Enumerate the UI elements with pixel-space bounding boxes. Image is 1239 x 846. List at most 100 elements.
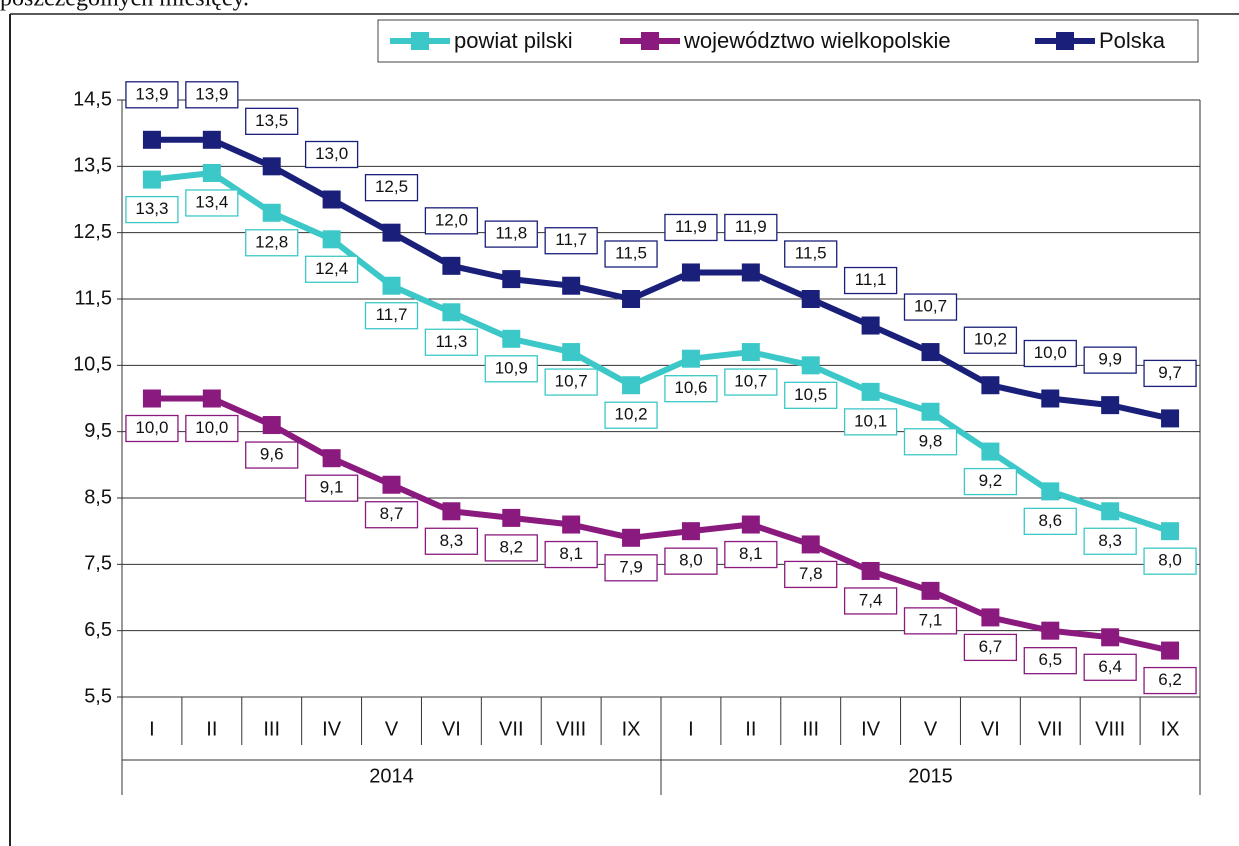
value-label-box: [724, 213, 778, 242]
y-tick-label: 13,5: [73, 155, 112, 177]
value-label-box: [1023, 507, 1077, 536]
value-label: 13,9: [195, 84, 228, 103]
value-label: 10,7: [734, 372, 767, 391]
series-line: [151, 136, 1171, 422]
value-label: 10,0: [1034, 343, 1067, 362]
marker: [681, 349, 700, 368]
value-label-box: [903, 607, 958, 635]
value-label-box: [1023, 647, 1077, 675]
y-tick-label: 7,5: [84, 553, 112, 575]
value-label-box: [1143, 666, 1197, 695]
marker: [1041, 621, 1060, 640]
value-label: 8,3: [1098, 531, 1122, 550]
marker: [1161, 409, 1180, 428]
value-label-box: [484, 220, 538, 248]
value-label: 6,2: [1158, 670, 1182, 689]
value-label-box: [364, 501, 419, 529]
x-tick-label: III: [802, 718, 819, 740]
x-tick-label: IX: [1161, 718, 1180, 740]
marker: [202, 163, 221, 182]
marker: [921, 343, 940, 362]
value-label: 13,0: [315, 144, 348, 163]
x-tick-label: IX: [622, 718, 641, 740]
marker: [801, 535, 820, 554]
marker: [741, 343, 760, 362]
marker: [681, 263, 700, 282]
marker: [142, 389, 161, 408]
x-tick-label: V: [385, 718, 399, 740]
x-tick-label: II: [745, 718, 756, 740]
value-label: 11,1: [855, 270, 887, 289]
marker: [1101, 502, 1120, 521]
value-label-box: [544, 368, 598, 396]
value-label: 10,2: [615, 405, 648, 424]
value-label-box: [843, 587, 898, 615]
value-label: 13,3: [135, 199, 168, 218]
marker: [622, 376, 641, 395]
value-label: 7,4: [859, 590, 883, 609]
value-label-box: [185, 189, 239, 217]
marker: [981, 442, 1000, 461]
value-label: 12,4: [315, 259, 348, 278]
value-label: 9,8: [919, 431, 943, 450]
marker: [382, 276, 401, 295]
value-label: 11,8: [495, 224, 527, 243]
value-label: 11,5: [615, 243, 647, 262]
value-label-box: [364, 302, 419, 330]
marker: [921, 402, 940, 421]
x-tick-label: I: [149, 718, 155, 740]
marker: [142, 170, 161, 189]
x-tick-label: II: [206, 718, 217, 740]
marker: [442, 502, 461, 521]
marker: [861, 561, 880, 580]
value-label-box: [963, 633, 1018, 662]
value-label-box: [424, 207, 479, 235]
value-label: 8,1: [559, 544, 583, 563]
marker: [562, 515, 581, 534]
value-label: 9,9: [1098, 350, 1122, 369]
value-label-box: [1143, 359, 1197, 388]
value-label-box: [903, 293, 958, 321]
legend-label: powiat pilski: [454, 28, 573, 53]
marker: [861, 316, 880, 335]
value-label-box: [963, 467, 1018, 496]
value-label: 10,0: [135, 418, 168, 437]
value-label: 12,5: [375, 177, 408, 196]
value-label: 11,9: [735, 217, 767, 236]
value-label: 12,8: [255, 232, 288, 251]
value-label-box: [903, 428, 958, 456]
y-tick-label: 8,5: [84, 486, 112, 508]
value-label-box: [604, 554, 658, 582]
y-tick-label: 14,5: [73, 88, 112, 110]
value-label-box: [304, 140, 359, 169]
marker: [861, 382, 880, 401]
marker: [322, 230, 341, 249]
legend-marker: [641, 32, 659, 50]
marker: [1161, 522, 1180, 541]
value-label: 10,2: [974, 330, 1007, 349]
marker: [262, 416, 281, 435]
x-tick-label: VI: [981, 718, 1000, 740]
top-text: poszczególnych miesięcy.: [0, 0, 249, 12]
value-label: 11,5: [795, 243, 827, 262]
marker: [142, 130, 161, 149]
value-label-box: [784, 240, 838, 268]
value-label-box: [304, 255, 359, 283]
y-tick-label: 11,5: [75, 287, 112, 309]
marker: [382, 223, 401, 242]
marker: [741, 263, 760, 282]
x-tick-label: VII: [1038, 718, 1062, 740]
value-label-box: [1143, 547, 1197, 575]
value-label-box: [843, 266, 898, 295]
value-label: 13,9: [135, 84, 168, 103]
y-tick-label: 12,5: [73, 221, 112, 243]
value-label: 7,8: [799, 564, 823, 583]
marker: [322, 449, 341, 468]
legend-label: województwo wielkopolskie: [683, 28, 951, 53]
value-label-box: [724, 540, 778, 569]
marker: [382, 475, 401, 494]
value-label-box: [784, 381, 838, 409]
value-label-box: [364, 174, 419, 202]
x-tick-label: VIII: [1095, 718, 1125, 740]
value-label: 8,7: [380, 504, 404, 523]
